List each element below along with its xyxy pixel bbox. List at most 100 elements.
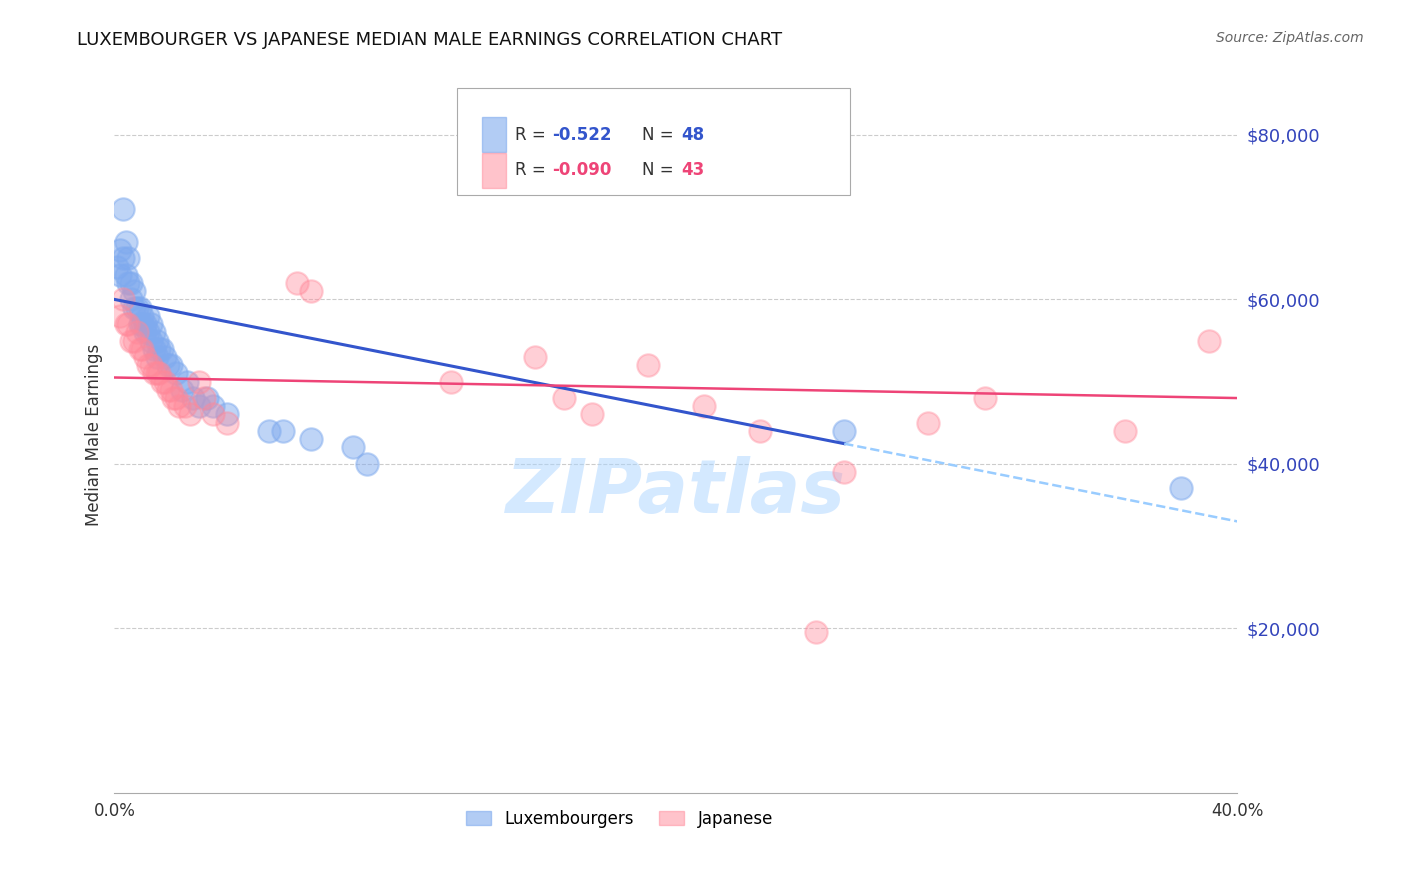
- Text: N =: N =: [643, 161, 679, 179]
- Point: [145, 350, 167, 364]
- Point: [195, 391, 218, 405]
- Text: -0.522: -0.522: [553, 126, 612, 144]
- Point: [165, 367, 187, 381]
- Point: [181, 391, 204, 405]
- Point: [165, 391, 187, 405]
- Point: [162, 391, 184, 405]
- Point: [167, 399, 190, 413]
- Point: [139, 358, 162, 372]
- Point: [299, 432, 322, 446]
- Text: 43: 43: [682, 161, 704, 179]
- Point: [159, 358, 181, 372]
- Point: [142, 367, 165, 381]
- Text: ZIPatlas: ZIPatlas: [506, 456, 846, 529]
- Point: [134, 350, 156, 364]
- Point: [131, 342, 153, 356]
- Point: [120, 334, 142, 348]
- Point: [156, 358, 179, 372]
- Point: [125, 326, 148, 340]
- Point: [299, 284, 322, 298]
- Point: [111, 252, 134, 266]
- Point: [150, 375, 173, 389]
- Point: [917, 416, 939, 430]
- Point: [187, 399, 209, 413]
- Point: [804, 625, 827, 640]
- Point: [201, 399, 224, 413]
- Point: [193, 391, 215, 405]
- Point: [114, 317, 136, 331]
- Text: -0.090: -0.090: [553, 161, 612, 179]
- Point: [139, 317, 162, 331]
- Point: [637, 358, 659, 372]
- Point: [356, 457, 378, 471]
- Point: [139, 334, 162, 348]
- Point: [131, 317, 153, 331]
- Point: [148, 342, 170, 356]
- Point: [114, 268, 136, 282]
- Point: [581, 408, 603, 422]
- Point: [524, 350, 547, 364]
- Point: [215, 416, 238, 430]
- Point: [111, 293, 134, 307]
- Point: [142, 326, 165, 340]
- Point: [156, 383, 179, 397]
- Text: 48: 48: [682, 126, 704, 144]
- Point: [125, 301, 148, 315]
- Legend: Luxembourgers, Japanese: Luxembourgers, Japanese: [460, 803, 779, 834]
- Point: [440, 375, 463, 389]
- Point: [145, 367, 167, 381]
- FancyBboxPatch shape: [457, 88, 849, 195]
- Point: [1198, 334, 1220, 348]
- Point: [187, 375, 209, 389]
- Point: [108, 268, 131, 282]
- FancyBboxPatch shape: [482, 118, 506, 152]
- Text: Source: ZipAtlas.com: Source: ZipAtlas.com: [1216, 31, 1364, 45]
- Point: [111, 202, 134, 216]
- Point: [108, 309, 131, 323]
- Point: [122, 334, 145, 348]
- Point: [122, 301, 145, 315]
- Point: [131, 309, 153, 323]
- Point: [134, 317, 156, 331]
- Point: [142, 342, 165, 356]
- Point: [285, 276, 308, 290]
- Point: [128, 301, 150, 315]
- Point: [117, 317, 139, 331]
- Y-axis label: Median Male Earnings: Median Male Earnings: [86, 344, 103, 526]
- Point: [257, 424, 280, 438]
- Point: [342, 441, 364, 455]
- Point: [128, 317, 150, 331]
- Point: [176, 375, 198, 389]
- Point: [122, 284, 145, 298]
- Point: [117, 252, 139, 266]
- Point: [201, 408, 224, 422]
- Point: [148, 367, 170, 381]
- Point: [120, 276, 142, 290]
- Point: [108, 243, 131, 257]
- FancyBboxPatch shape: [482, 153, 506, 187]
- Point: [150, 342, 173, 356]
- Point: [173, 399, 195, 413]
- Point: [153, 375, 176, 389]
- Point: [832, 465, 855, 479]
- Point: [114, 235, 136, 249]
- Point: [271, 424, 294, 438]
- Point: [159, 383, 181, 397]
- Point: [120, 293, 142, 307]
- Point: [215, 408, 238, 422]
- Point: [749, 424, 772, 438]
- Point: [1114, 424, 1136, 438]
- Point: [973, 391, 995, 405]
- Point: [128, 342, 150, 356]
- Point: [145, 334, 167, 348]
- Point: [136, 358, 159, 372]
- Point: [136, 309, 159, 323]
- Point: [832, 424, 855, 438]
- Point: [170, 383, 193, 397]
- Point: [693, 399, 716, 413]
- Point: [117, 276, 139, 290]
- Text: R =: R =: [515, 161, 551, 179]
- Point: [153, 350, 176, 364]
- Point: [136, 326, 159, 340]
- Text: LUXEMBOURGER VS JAPANESE MEDIAN MALE EARNINGS CORRELATION CHART: LUXEMBOURGER VS JAPANESE MEDIAN MALE EAR…: [77, 31, 783, 49]
